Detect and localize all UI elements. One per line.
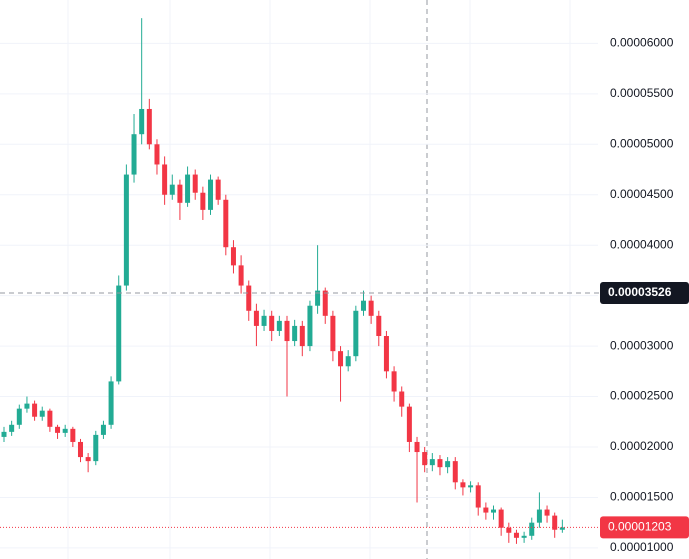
- candle-body: [93, 434, 99, 462]
- candle-body: [391, 371, 397, 392]
- candle-body: [559, 527, 565, 530]
- candle-body: [1, 431, 7, 437]
- candle-body: [177, 184, 183, 203]
- candle-body: [292, 325, 298, 342]
- candle-body: [169, 184, 175, 195]
- candle-body: [55, 426, 61, 433]
- candle-body: [307, 305, 313, 347]
- candle-body: [483, 507, 489, 513]
- candle-body: [77, 441, 83, 458]
- candle-body: [513, 532, 519, 538]
- candle-body: [116, 285, 122, 382]
- candle-body: [414, 441, 420, 453]
- candle-body: [246, 285, 252, 311]
- candle-body: [185, 174, 191, 203]
- candle-body: [146, 108, 152, 145]
- candle-body: [330, 315, 336, 352]
- candle-body: [376, 315, 382, 337]
- candle-body: [9, 424, 15, 432]
- candle-body: [39, 410, 45, 417]
- candle-body: [544, 509, 550, 516]
- candle-body: [437, 459, 443, 468]
- candle-body: [32, 403, 38, 417]
- crosshair-label-box: [600, 282, 689, 305]
- candle-body: [399, 391, 405, 407]
- candle-body: [269, 315, 275, 331]
- y-tick-label: 0.00001000: [610, 540, 674, 554]
- y-tick-label: 0.00004500: [610, 187, 674, 201]
- candle-body: [345, 356, 351, 367]
- candle-body: [322, 290, 328, 316]
- y-tick-label: 0.00006000: [610, 36, 674, 50]
- candle-body: [491, 509, 497, 513]
- candle-body: [238, 265, 244, 286]
- candle-body: [429, 459, 435, 466]
- candle-body: [506, 527, 512, 533]
- candle-body: [338, 351, 344, 367]
- y-tick-label: 0.00001500: [610, 490, 674, 504]
- y-tick-label: 0.00005000: [610, 136, 674, 150]
- candle-body: [468, 485, 474, 488]
- candle-body: [139, 108, 145, 135]
- candle-body: [445, 461, 451, 468]
- candle-body: [383, 336, 389, 372]
- candle-body: [276, 320, 282, 331]
- crosshair-label: 0.00003526: [608, 285, 672, 299]
- candle-body: [131, 134, 137, 175]
- candle-body: [315, 290, 321, 306]
- candle-body: [192, 174, 198, 193]
- candle-body: [16, 408, 22, 425]
- y-tick-label: 0.00002000: [610, 439, 674, 453]
- last-price-box: [600, 516, 689, 539]
- candle-body: [406, 406, 412, 442]
- candle-body: [100, 424, 106, 435]
- candle-body: [200, 192, 206, 210]
- candle-body: [521, 535, 527, 538]
- candle-body: [261, 315, 267, 326]
- candle-body: [368, 300, 374, 316]
- candle-body: [552, 515, 558, 530]
- last-price-label: 0.00001203: [608, 520, 672, 534]
- y-tick-label: 0.00003000: [610, 338, 674, 352]
- candle-body: [536, 509, 542, 523]
- candle-body: [475, 485, 481, 508]
- candle-body: [230, 247, 236, 266]
- candle-body: [208, 179, 214, 210]
- candle-body: [253, 310, 259, 326]
- candle-body: [498, 509, 504, 528]
- candle-body: [62, 428, 68, 433]
- candle-body: [452, 461, 458, 483]
- candle-body: [108, 381, 114, 425]
- candle-body: [299, 325, 305, 347]
- vertical-grid: [67, 0, 571, 559]
- candle-body: [422, 452, 428, 466]
- candle-body: [284, 320, 290, 342]
- candle-body: [70, 428, 76, 442]
- candle-body: [24, 403, 30, 409]
- candle-body: [460, 482, 466, 488]
- candle-body: [353, 310, 359, 357]
- candle-body: [154, 144, 160, 165]
- candle-body: [85, 457, 91, 462]
- candle-body: [215, 179, 221, 200]
- candle-body: [223, 199, 229, 248]
- y-tick-label: 0.00002500: [610, 389, 674, 403]
- candle-body: [162, 164, 168, 195]
- y-tick-label: 0.00005500: [610, 86, 674, 100]
- candle-body: [360, 300, 366, 311]
- candle-body: [123, 174, 129, 286]
- candle-body: [529, 522, 535, 536]
- candle-body: [47, 410, 53, 427]
- y-tick-label: 0.00004000: [610, 237, 674, 251]
